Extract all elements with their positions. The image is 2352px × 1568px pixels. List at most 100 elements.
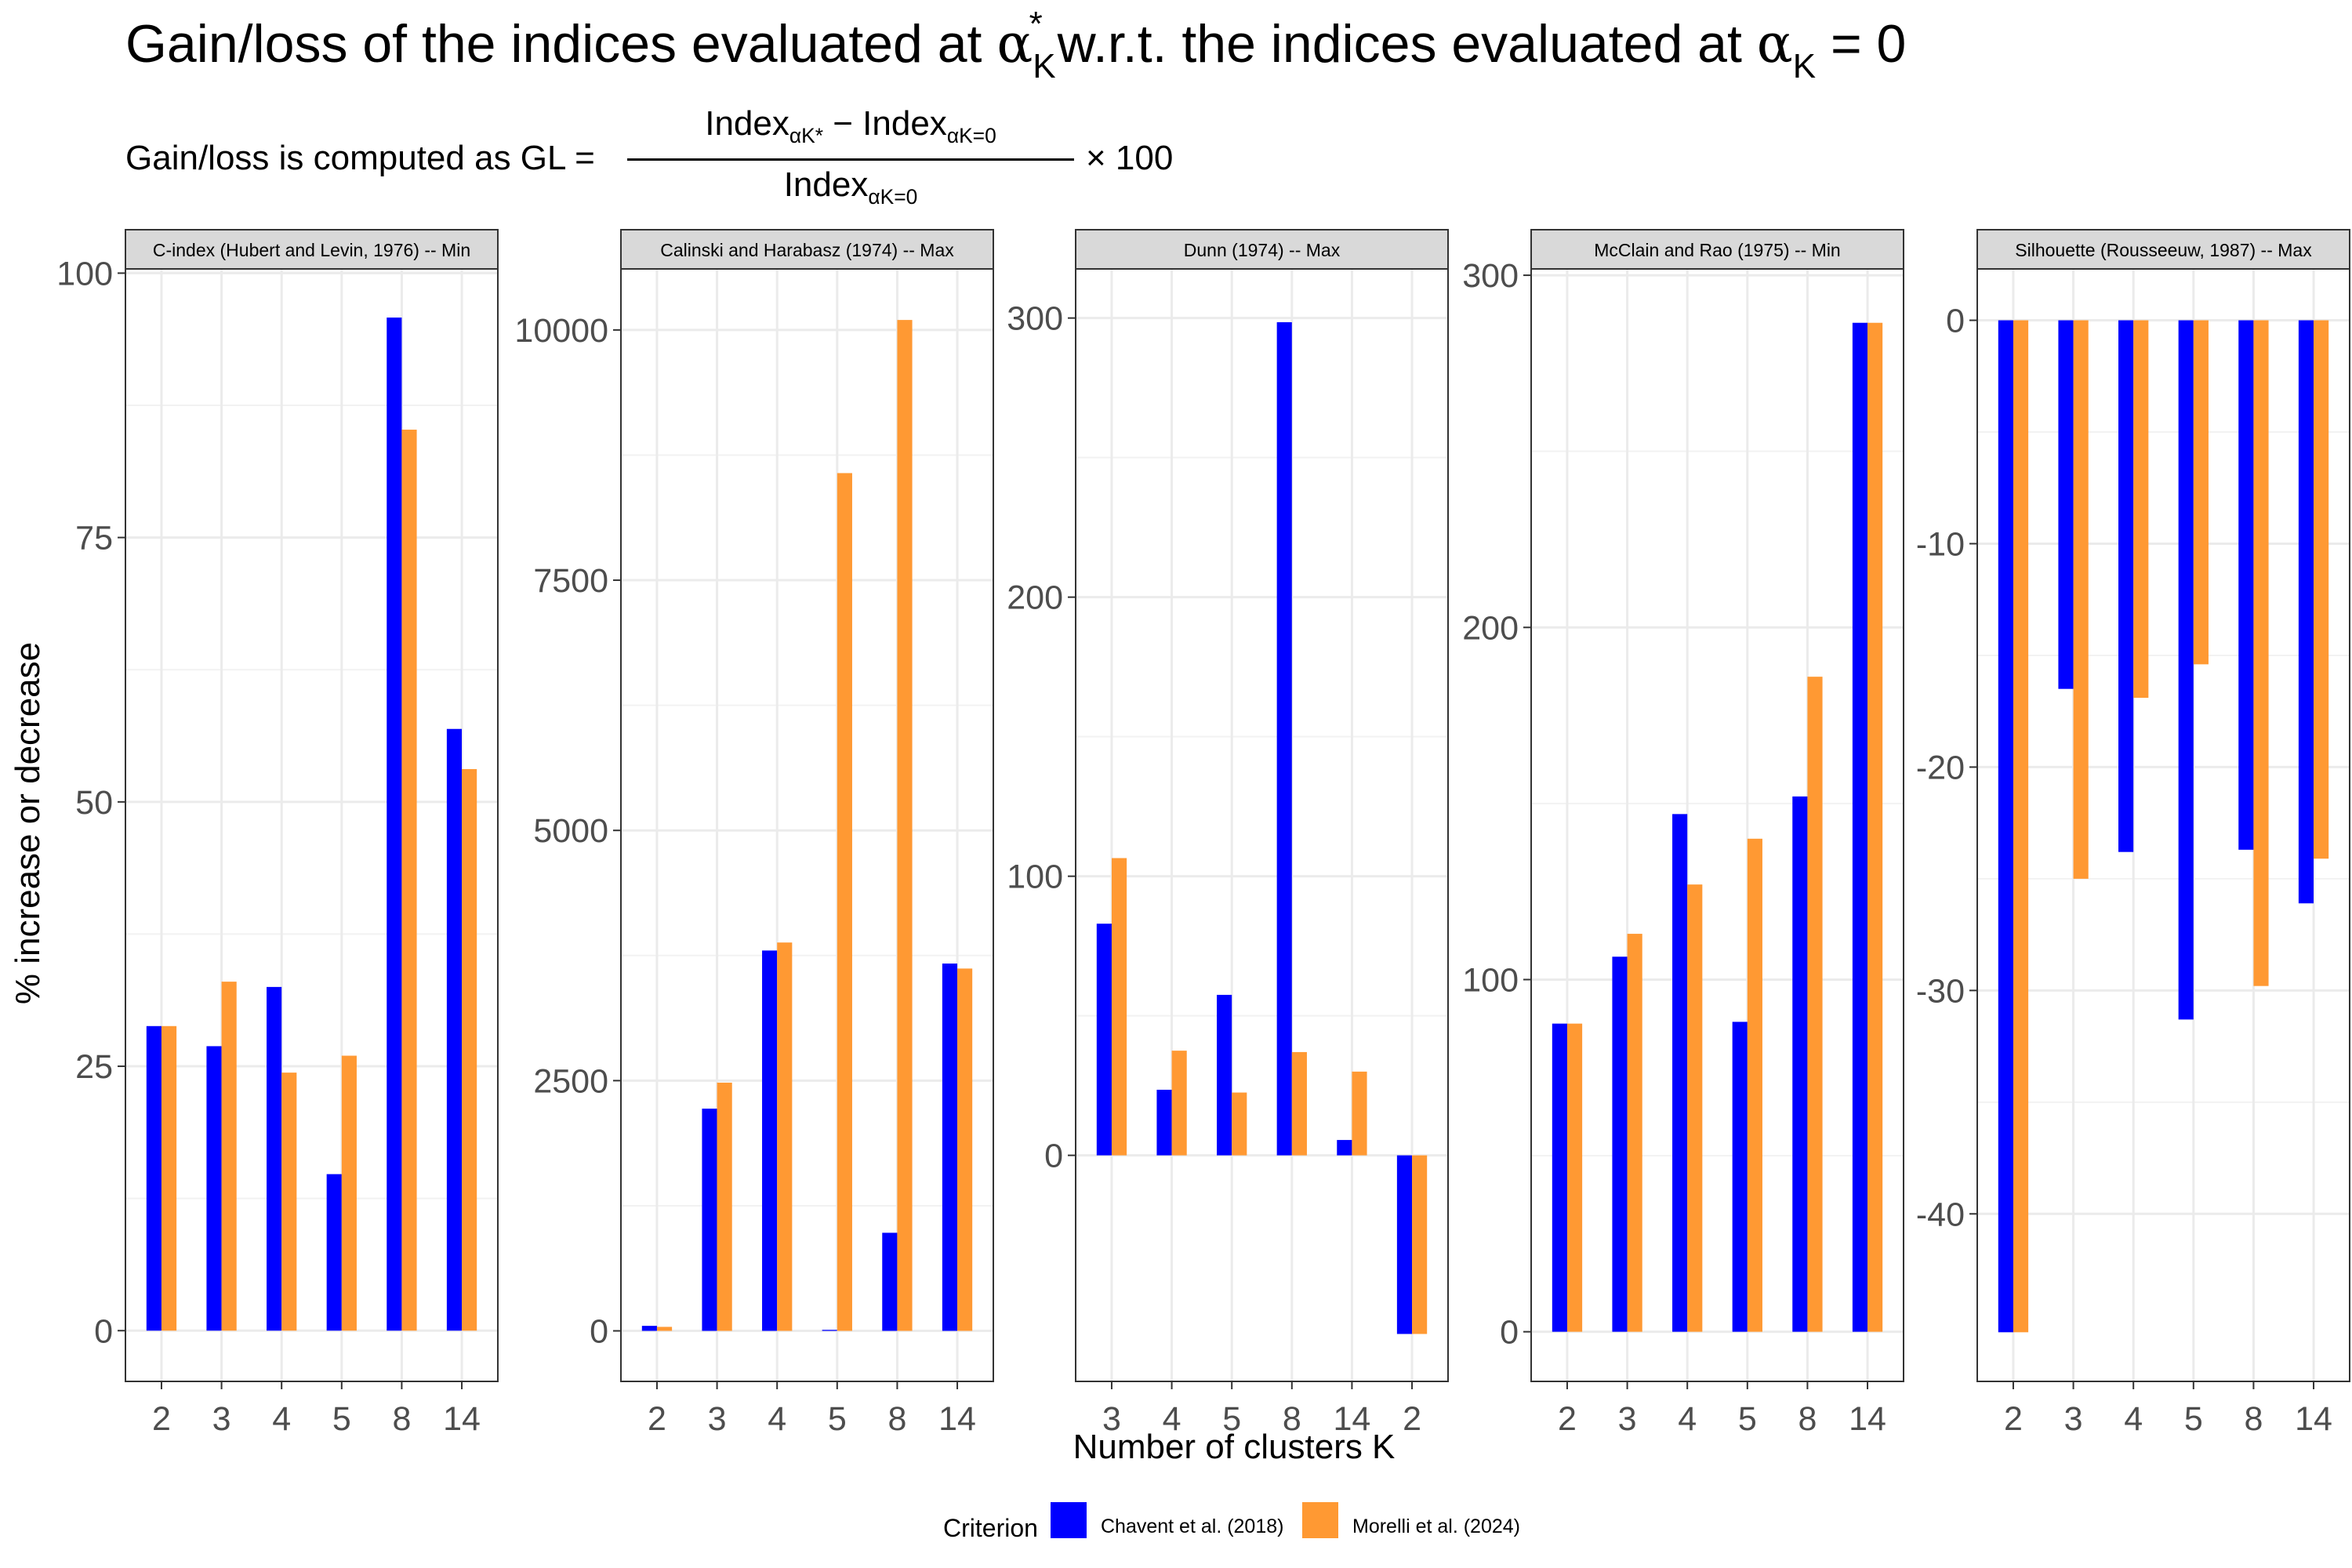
bar-chavent-8 (1276, 321, 1292, 1156)
x-tick-label: 3 (2064, 1400, 2083, 1438)
y-tick-label: 0 (1946, 303, 1965, 340)
title-alpha-star-sup: * (1029, 5, 1043, 43)
bar-morelli-8 (1807, 677, 1823, 1332)
bar-morelli-4 (777, 942, 793, 1331)
bar-chavent-3 (1612, 956, 1628, 1332)
y-tick-label: 5000 (533, 812, 608, 850)
bar-chavent-8 (1792, 796, 1808, 1332)
bar-chavent-4 (1156, 1089, 1172, 1156)
subtitle-times: × 100 (1086, 139, 1174, 177)
numerator-a: Index (705, 104, 789, 143)
bar-chavent-4 (1672, 814, 1688, 1332)
x-tick-label: 3 (1102, 1400, 1121, 1438)
x-tick-label: 3 (1618, 1400, 1637, 1438)
bar-morelli-8 (897, 320, 913, 1331)
x-tick-label: 5 (2184, 1400, 2203, 1438)
x-tick-label: 5 (1222, 1400, 1241, 1438)
bar-chavent-3 (2058, 320, 2074, 689)
bar-chavent-5 (1217, 994, 1232, 1156)
bar-morelli-2 (161, 1025, 177, 1331)
y-tick-label: 200 (1462, 609, 1519, 647)
bar-chavent-14 (1852, 322, 1868, 1332)
bar-morelli-4 (1687, 884, 1703, 1332)
facet-title: Dunn (1974) -- Max (1184, 240, 1341, 260)
numerator-b-sub: αK=0 (946, 123, 996, 147)
x-tick-label: 4 (1678, 1400, 1697, 1438)
y-tick-label: 200 (1007, 579, 1063, 617)
bar-morelli-3 (1111, 858, 1127, 1156)
x-tick-label: 14 (938, 1400, 976, 1438)
numerator-b: Index (862, 104, 947, 143)
x-tick-label: 2 (1558, 1400, 1577, 1438)
facet-panel-3: McClain and Rao (1975) -- Min 0 100 200 300 2… (1462, 229, 1904, 1438)
bar-morelli-14 (1352, 1071, 1367, 1156)
legend-swatch-morelli (1302, 1502, 1338, 1538)
y-tick-label: 0 (1044, 1138, 1063, 1175)
bar-chavent-14 (1337, 1140, 1352, 1156)
x-tick-label: 2 (648, 1400, 666, 1438)
x-tick-label: 4 (272, 1400, 291, 1438)
x-tick-label: 3 (212, 1400, 231, 1438)
x-tick-label: 14 (2295, 1400, 2332, 1438)
denominator-sub: αK=0 (868, 184, 918, 209)
title-alpha-zero: α (1756, 13, 1793, 75)
facet-strip (125, 229, 499, 270)
x-tick-label: 8 (887, 1400, 906, 1438)
bar-morelli-4 (1171, 1051, 1187, 1156)
bar-chavent-2 (641, 1326, 657, 1331)
bar-chavent-5 (326, 1174, 342, 1331)
bar-morelli-8 (401, 430, 417, 1331)
bar-chavent-3 (206, 1046, 222, 1331)
legend-label-morelli: Morelli et al. (2024) (1352, 1515, 1520, 1537)
x-tick-label: 5 (332, 1400, 351, 1438)
bar-chavent-2 (1998, 320, 2013, 1333)
y-tick-label: 0 (590, 1313, 608, 1351)
legend-swatch-chavent (1051, 1502, 1087, 1538)
y-axis-label: % increase or decrease (9, 642, 47, 1004)
x-tick-label: 4 (2124, 1400, 2143, 1438)
facet-panel-1: Calinski and Harabasz (1974) -- Max 0 2 500… (514, 229, 994, 1438)
facet-panel-0: C-index (Hubert and Levin, 1976) -- Min 0… (56, 229, 499, 1438)
bar-morelli-5 (2193, 320, 2209, 665)
x-tick-label: 8 (2244, 1400, 2263, 1438)
numerator-a-sub: αK* (789, 123, 824, 147)
subtitle-lead: Gain/loss is computed as GL = (125, 139, 595, 177)
y-tick-label: 75 (75, 520, 113, 557)
y-tick-label: 300 (1007, 300, 1063, 338)
bar-morelli-8 (2253, 320, 2269, 986)
y-tick-label: 0 (94, 1312, 113, 1350)
x-tick-label: 2 (152, 1400, 171, 1438)
x-tick-label: 8 (1283, 1400, 1301, 1438)
facet-title: C-index (Hubert and Levin, 1976) -- Min (153, 240, 470, 260)
chart-title: Gain/loss of the indices evaluated at αK… (125, 7, 1907, 84)
y-tick-label: 10000 (514, 312, 608, 350)
fraction-bar (627, 158, 1074, 161)
bar-chavent-4 (2118, 320, 2134, 852)
y-tick-label: 7500 (533, 562, 608, 600)
y-tick-label: 100 (1007, 858, 1063, 896)
x-tick-label: 5 (828, 1400, 847, 1438)
facet-title: Calinski and Harabasz (1974) -- Max (660, 240, 954, 260)
y-tick-label: 100 (1462, 961, 1519, 999)
bar-morelli-2 (1412, 1155, 1428, 1334)
gl-denominator: IndexαK=0 (627, 165, 1074, 209)
y-tick-label: 25 (75, 1048, 113, 1086)
bar-morelli-14 (462, 769, 477, 1331)
facets-group: C-index (Hubert and Levin, 1976) -- Min 0… (56, 229, 2350, 1438)
bar-chavent-14 (446, 728, 463, 1331)
bar-chavent-14 (942, 963, 958, 1331)
bar-morelli-3 (1627, 934, 1642, 1332)
bar-chavent-3 (702, 1109, 717, 1331)
title-zero-suffix: = 0 (1816, 14, 1907, 74)
bar-chavent-8 (387, 318, 402, 1331)
facet-strip (620, 229, 994, 270)
x-tick-label: 14 (443, 1400, 481, 1438)
facet-strip (1075, 229, 1449, 270)
bar-morelli-4 (2133, 320, 2149, 699)
x-tick-label: 14 (1849, 1400, 1886, 1438)
bar-chavent-8 (882, 1232, 898, 1331)
bar-chavent-2 (1396, 1155, 1413, 1334)
bar-morelli-14 (957, 968, 973, 1331)
bar-chavent-5 (1732, 1022, 1748, 1332)
